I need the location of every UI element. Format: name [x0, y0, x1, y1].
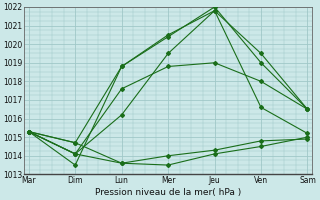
X-axis label: Pression niveau de la mer( hPa ): Pression niveau de la mer( hPa )	[95, 188, 241, 197]
